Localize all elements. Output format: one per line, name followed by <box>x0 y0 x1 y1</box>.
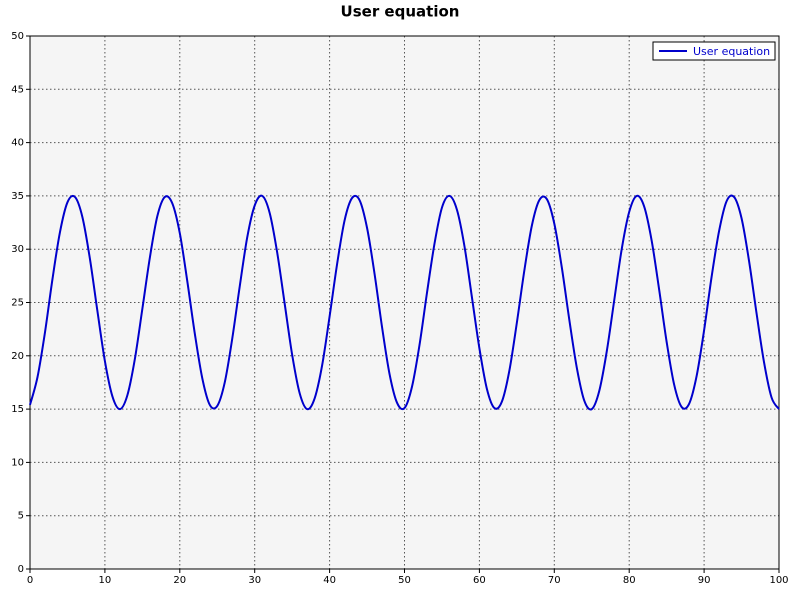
y-tick-label: 45 <box>11 84 24 95</box>
x-tick-label: 90 <box>698 575 711 586</box>
x-tick-label: 60 <box>473 575 486 586</box>
y-tick-label: 25 <box>11 298 24 309</box>
chart-title: User equation <box>341 3 460 21</box>
plot-border <box>29 35 780 570</box>
x-tick-label: 40 <box>323 575 336 586</box>
y-tick-label: 35 <box>11 191 24 202</box>
x-tick-label: 50 <box>398 575 411 586</box>
y-tick-label: 50 <box>11 31 24 42</box>
x-tick-label: 100 <box>769 575 788 586</box>
y-tick-label: 10 <box>11 457 24 468</box>
y-tick-label: 20 <box>11 351 24 362</box>
x-tick-label: 70 <box>548 575 561 586</box>
y-tick-label: 0 <box>18 564 24 575</box>
x-tick-label: 10 <box>99 575 112 586</box>
y-tick-label: 40 <box>11 138 24 149</box>
x-tick-label: 20 <box>173 575 186 586</box>
legend-label: User equation <box>693 45 770 58</box>
x-tick-label: 30 <box>248 575 261 586</box>
legend-box <box>652 41 776 61</box>
y-tick-label: 15 <box>11 404 24 415</box>
y-tick-label: 30 <box>11 244 24 255</box>
y-tick-label: 5 <box>18 511 24 522</box>
line-series <box>29 194 780 411</box>
x-tick-label: 0 <box>27 575 33 586</box>
x-tick-label: 80 <box>623 575 636 586</box>
